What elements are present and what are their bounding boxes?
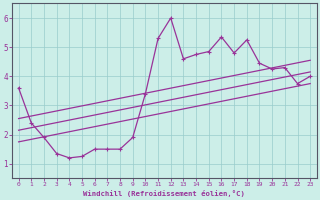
X-axis label: Windchill (Refroidissement éolien,°C): Windchill (Refroidissement éolien,°C): [84, 190, 245, 197]
